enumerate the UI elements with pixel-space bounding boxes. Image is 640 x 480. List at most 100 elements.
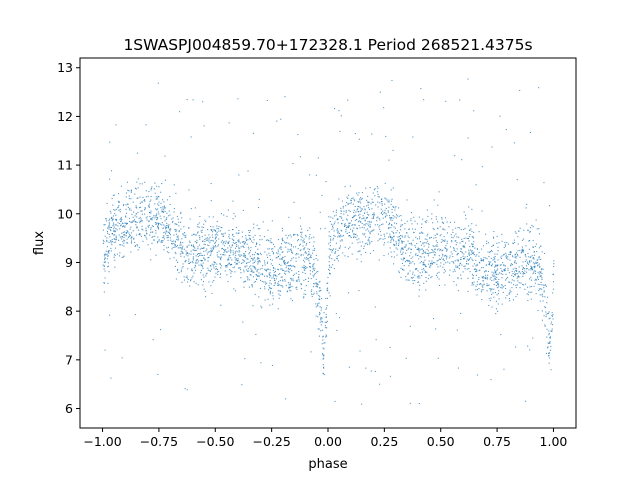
data-point <box>411 244 413 246</box>
data-point <box>280 258 282 260</box>
data-point <box>291 279 293 281</box>
data-point <box>419 256 421 258</box>
data-point <box>522 261 524 263</box>
data-point <box>530 276 532 278</box>
data-point <box>457 267 459 269</box>
data-point <box>174 241 176 243</box>
data-point <box>103 261 105 263</box>
data-point <box>475 265 477 267</box>
data-point <box>500 256 502 258</box>
data-point <box>119 236 121 238</box>
data-point <box>553 260 555 262</box>
data-point <box>145 229 147 231</box>
data-point <box>411 242 413 244</box>
data-point <box>147 225 149 227</box>
data-point <box>218 230 220 232</box>
data-point <box>370 203 372 205</box>
data-point <box>159 215 161 217</box>
data-point <box>339 245 341 247</box>
data-point <box>468 249 470 251</box>
data-point <box>257 261 259 263</box>
data-point <box>437 204 439 206</box>
data-point <box>138 233 140 235</box>
data-point <box>322 373 324 375</box>
data-point <box>400 251 402 253</box>
data-point <box>436 245 438 247</box>
data-point <box>468 253 470 255</box>
data-point <box>158 196 160 198</box>
data-point <box>235 250 237 252</box>
data-point <box>234 251 236 253</box>
data-point <box>411 277 413 279</box>
data-point <box>463 245 465 247</box>
data-point <box>288 268 290 270</box>
data-point <box>368 214 370 216</box>
data-point <box>274 246 276 248</box>
data-point <box>359 250 361 252</box>
data-point <box>177 247 179 249</box>
data-point <box>168 252 170 254</box>
y-tick-label: 7 <box>65 352 73 367</box>
data-point <box>365 223 367 225</box>
data-point <box>486 277 488 279</box>
data-point <box>258 254 260 256</box>
data-point <box>222 254 224 256</box>
data-point <box>326 335 328 337</box>
data-point <box>104 257 106 259</box>
data-point <box>405 244 407 246</box>
data-point <box>252 276 254 278</box>
data-point <box>163 249 165 251</box>
data-point <box>419 241 421 243</box>
data-point <box>353 237 355 239</box>
data-point <box>360 198 362 200</box>
data-point <box>354 133 356 135</box>
data-point <box>245 251 247 253</box>
data-point <box>177 261 179 263</box>
data-point <box>252 259 254 261</box>
data-point <box>463 237 465 239</box>
data-point <box>436 242 438 244</box>
data-point <box>432 222 434 224</box>
data-point <box>407 260 409 262</box>
data-point <box>476 263 478 265</box>
x-tick-label: 1.00 <box>540 434 568 449</box>
data-point <box>410 218 412 220</box>
data-point <box>198 264 200 266</box>
data-point <box>320 317 322 319</box>
data-point <box>347 256 349 258</box>
data-point <box>491 306 493 308</box>
data-point <box>282 239 284 241</box>
data-point <box>114 234 116 236</box>
data-point <box>240 246 242 248</box>
data-point <box>446 232 448 234</box>
data-point <box>358 206 360 208</box>
data-point <box>466 258 468 260</box>
data-point <box>495 308 497 310</box>
data-point <box>500 273 502 275</box>
data-point <box>442 259 444 261</box>
data-point <box>421 248 423 250</box>
data-point <box>491 271 493 273</box>
data-point <box>441 257 443 259</box>
data-point <box>130 209 132 211</box>
data-point <box>271 242 273 244</box>
data-point <box>332 239 334 241</box>
data-point <box>210 200 212 202</box>
data-point <box>332 237 334 239</box>
data-point <box>476 281 478 283</box>
data-point <box>356 219 358 221</box>
data-point <box>250 265 252 267</box>
data-point <box>472 282 474 284</box>
data-point <box>342 205 344 207</box>
data-point <box>319 311 321 313</box>
data-point <box>335 248 337 250</box>
data-point <box>325 308 327 310</box>
data-point <box>538 258 540 260</box>
data-point <box>139 183 141 185</box>
data-point <box>178 231 180 233</box>
data-point <box>252 132 254 134</box>
data-point <box>112 218 114 220</box>
data-point <box>223 249 225 251</box>
data-point <box>308 260 310 262</box>
data-point <box>491 146 493 148</box>
